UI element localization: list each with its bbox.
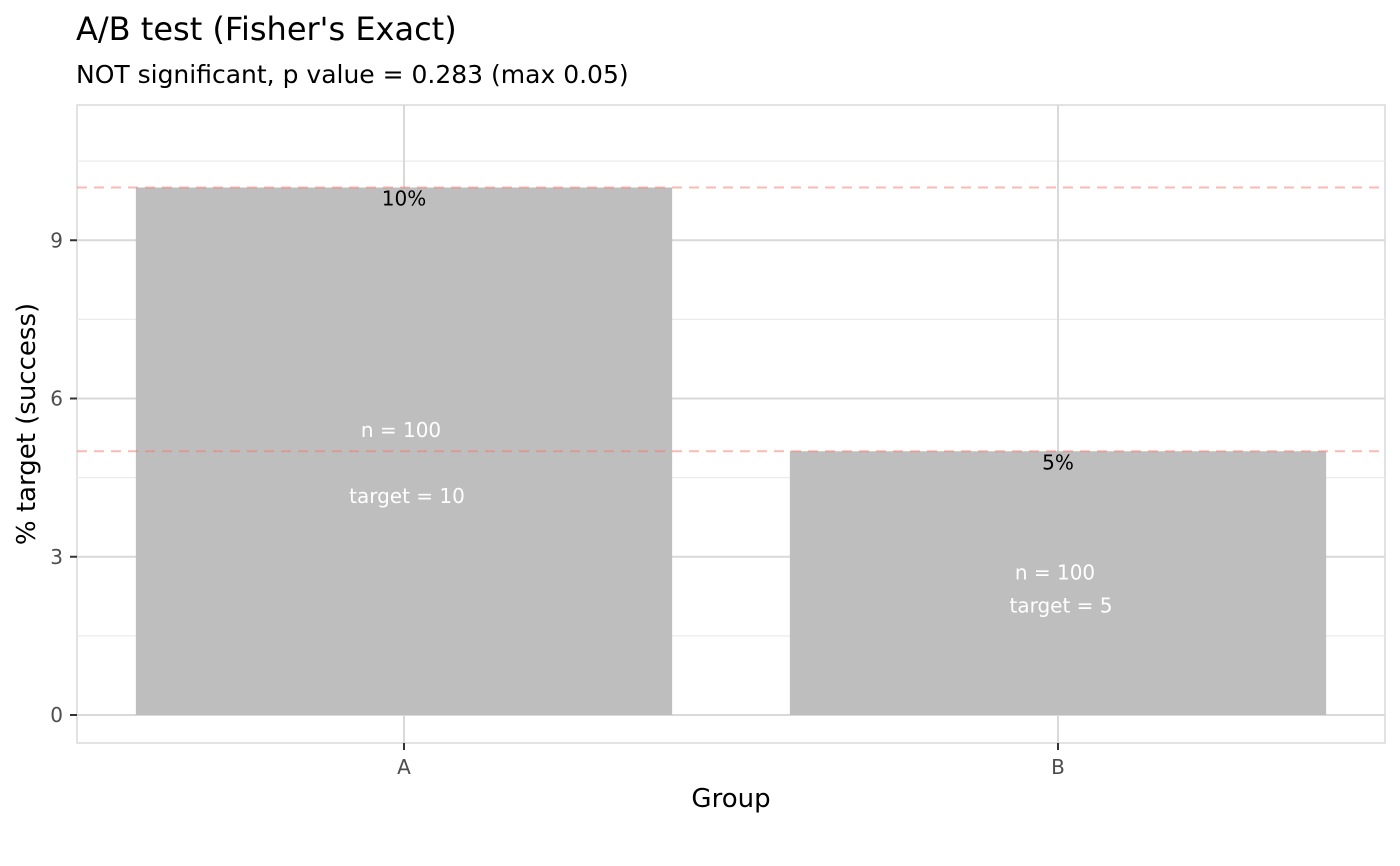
value-label: 10% — [382, 187, 426, 211]
y-axis-title: % target (success) — [12, 303, 42, 545]
y-axis: 0 3 6 9 — [50, 228, 77, 727]
x-axis-title: Group — [691, 784, 770, 814]
bars — [135, 187, 1327, 715]
y-tick-label: 0 — [50, 703, 63, 727]
y-tick-label: 9 — [50, 228, 63, 252]
bar-b — [789, 451, 1327, 715]
value-label: 5% — [1042, 450, 1074, 474]
n-label: n = 100 — [361, 418, 441, 442]
target-label: target = 5 — [1009, 594, 1112, 618]
n-label: n = 100 — [1015, 561, 1095, 585]
chart-title: A/B test (Fisher's Exact) — [76, 10, 457, 48]
y-tick-label: 6 — [50, 387, 63, 411]
chart-subtitle: NOT significant, p value = 0.283 (max 0.… — [76, 60, 629, 89]
x-tick-label: A — [397, 755, 411, 779]
reference-lines — [77, 186, 1385, 453]
x-tick-label: B — [1051, 755, 1065, 779]
bar-labels: 10% n = 100 target = 10 5% n = 100 target = 5 — [349, 187, 1112, 618]
target-label: target = 10 — [349, 484, 465, 508]
y-tick-label: 3 — [50, 545, 63, 569]
